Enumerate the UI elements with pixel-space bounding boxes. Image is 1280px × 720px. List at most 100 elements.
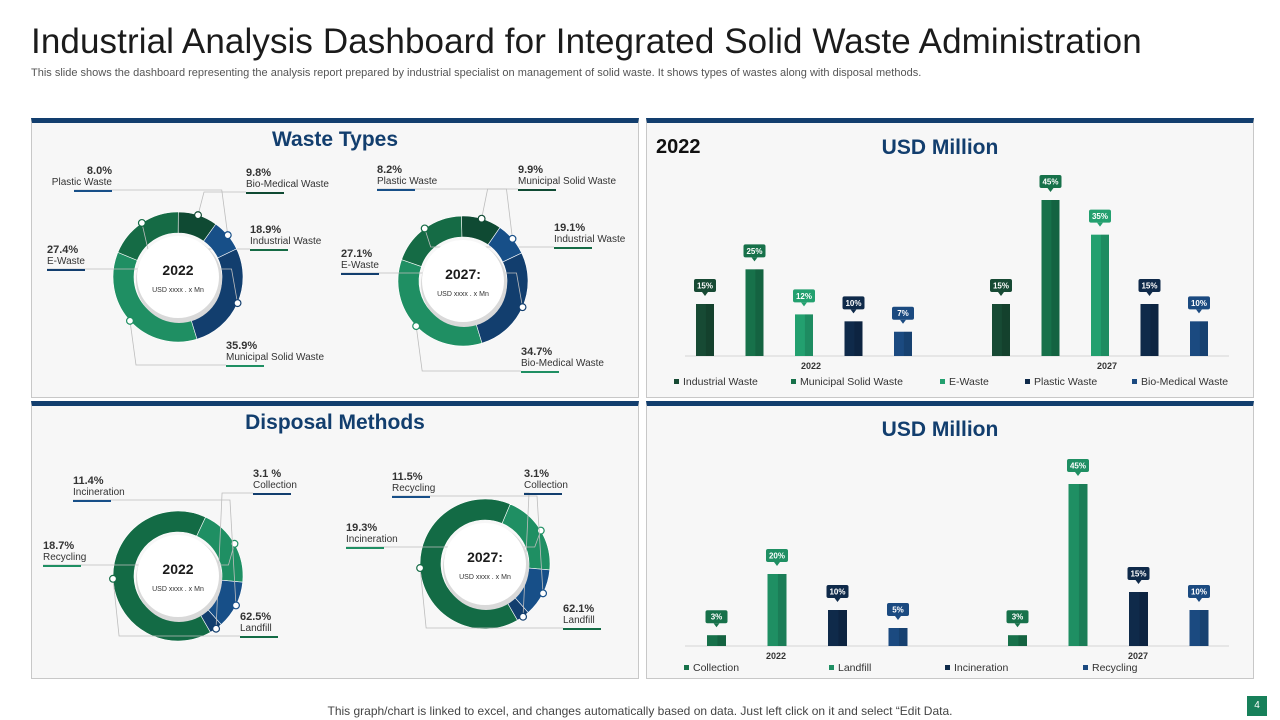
bar-shade	[1051, 200, 1060, 356]
slice-category-label: Incineration	[73, 487, 125, 498]
donut-center-label: 2027:	[445, 266, 481, 282]
bar-shade	[838, 610, 847, 646]
slice-marker	[412, 322, 421, 331]
donut-center	[137, 236, 219, 318]
slice-category-label: Plastic Waste	[377, 176, 438, 187]
slice-marker	[518, 303, 527, 312]
bar	[828, 610, 847, 646]
footer-note: This graph/chart is linked to excel, and…	[327, 704, 953, 718]
data-label-pointer	[1097, 222, 1103, 227]
leader-line	[346, 530, 542, 548]
bar-shade	[1018, 635, 1027, 646]
waste-types-title: Waste Types	[271, 128, 399, 151]
data-label-badge	[990, 279, 1012, 292]
disposal-panel: Disposal Methods 62.5% Landfill 18.7% Recyc…	[31, 401, 639, 679]
data-label: 10%	[1191, 299, 1207, 308]
disposal-title: Disposal Methods	[245, 411, 425, 434]
bar	[696, 304, 714, 356]
slice-value-label: 34.7%	[521, 346, 552, 358]
slice-category-label: E-Waste	[341, 260, 379, 271]
leader-line	[112, 578, 240, 637]
disposal-bar-chart: 2022 2027 3% 3% Collection 20% 45% Landfill 10% 1…	[684, 459, 1229, 674]
slice-marker	[519, 612, 528, 621]
data-label: 35%	[1092, 212, 1108, 221]
data-label-badge	[793, 289, 815, 303]
bar	[888, 628, 908, 646]
leader-line	[129, 320, 226, 366]
data-label-badge	[743, 244, 766, 258]
slice-category-label: Collection	[253, 480, 297, 491]
bar-shade	[903, 331, 912, 356]
leader-line	[419, 567, 563, 629]
bar-shade	[1100, 234, 1109, 356]
data-label: 7%	[897, 309, 909, 318]
leader-line	[47, 268, 238, 304]
bar	[992, 304, 1010, 356]
bar	[844, 321, 863, 356]
data-label-badge	[1127, 567, 1150, 580]
slice-marker	[477, 214, 486, 223]
legend-label: Bio-Medical Waste	[1141, 376, 1228, 388]
bar	[1129, 592, 1148, 646]
data-label-badge	[705, 610, 728, 624]
x-tick-label: 2022	[801, 361, 821, 371]
donut-center-sublabel: USD xxxx . x Mn	[152, 586, 204, 593]
slice-value-label: 19.3%	[346, 522, 377, 534]
data-label: 15%	[993, 282, 1009, 291]
usd-title-2: USD Million	[881, 418, 999, 441]
bar	[1190, 321, 1208, 356]
data-label-badge	[892, 306, 914, 320]
disposal-donuts: 62.5%Landfill18.7%Recycling11.4%Incinera…	[43, 468, 601, 642]
legend-swatch	[1025, 379, 1030, 384]
donut-center-sublabel: USD xxxx . x Mn	[437, 291, 489, 298]
legend-swatch	[1132, 379, 1137, 384]
bar-shade	[898, 628, 908, 646]
bar-shade	[1199, 610, 1209, 646]
slice-marker	[109, 574, 118, 583]
bar	[1189, 610, 1209, 646]
data-label: 15%	[1130, 570, 1146, 579]
slice-value-label: 27.4%	[47, 244, 78, 256]
data-label-pointer	[1075, 472, 1081, 476]
slice-value-label: 62.5%	[240, 611, 271, 623]
slice-marker	[137, 218, 146, 227]
bar	[795, 314, 813, 356]
data-label-pointer	[1146, 292, 1153, 296]
bar-shade	[777, 574, 787, 646]
leader-line	[197, 191, 246, 216]
legend-swatch	[940, 379, 945, 384]
bar-shade	[717, 635, 726, 646]
slice-category-label: Industrial Waste	[554, 234, 626, 245]
bar	[894, 331, 912, 356]
data-label-badge	[766, 549, 788, 562]
slice-category-label: Collection	[524, 480, 568, 491]
bar-shade	[705, 304, 714, 356]
data-label-badge	[694, 279, 716, 292]
legend-label: Collection	[693, 662, 739, 674]
slice-marker	[223, 231, 232, 240]
bar	[1091, 234, 1109, 356]
legend-swatch	[1083, 665, 1088, 670]
data-label: 45%	[1070, 462, 1086, 471]
legend-label: Plastic Waste	[1034, 376, 1097, 388]
page-number: 4	[1247, 696, 1267, 716]
bar	[1041, 200, 1060, 356]
data-label: 15%	[1141, 282, 1157, 291]
data-label: 10%	[829, 588, 845, 597]
data-label-pointer	[774, 562, 780, 566]
data-label-pointer	[713, 623, 720, 628]
data-label: 15%	[697, 282, 713, 291]
slice-category-label: E-Waste	[47, 256, 85, 267]
slice-marker	[231, 601, 240, 610]
legend-swatch	[684, 665, 689, 670]
legend-swatch	[791, 379, 796, 384]
donut-center	[137, 535, 219, 617]
data-label: 5%	[892, 606, 904, 615]
data-label-badge	[1039, 175, 1062, 188]
data-label: 3%	[711, 613, 723, 622]
slice-value-label: 3.1%	[524, 468, 549, 480]
legend-label: Incineration	[954, 662, 1008, 674]
data-label-badge	[1138, 279, 1161, 292]
bar-shade	[1150, 304, 1159, 356]
slice-category-label: Municipal Solid Waste	[226, 352, 324, 363]
